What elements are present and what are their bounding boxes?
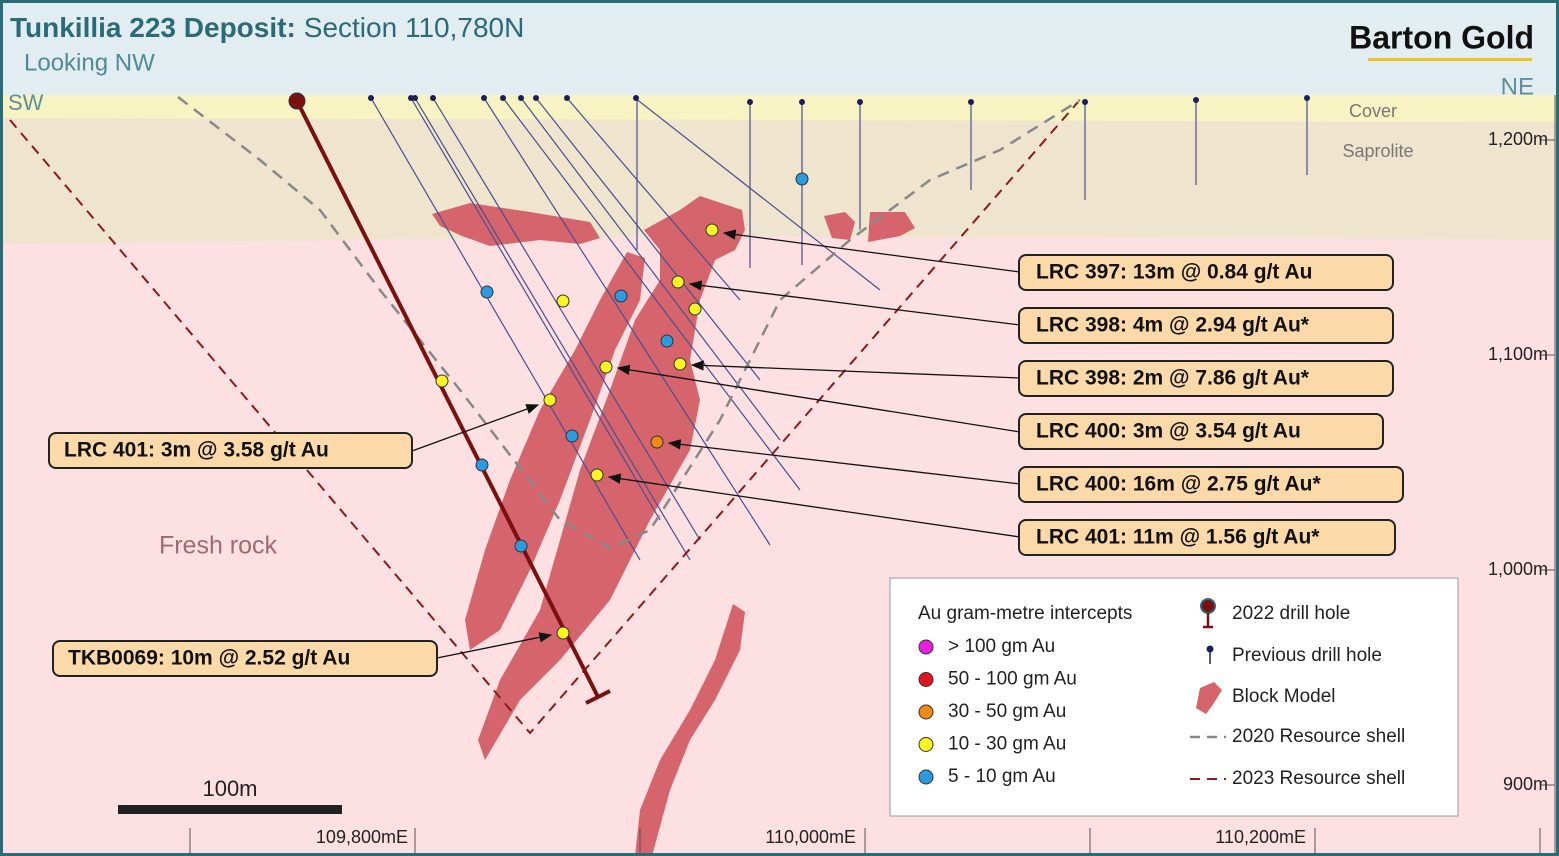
legend-label: Previous drill hole [1232, 645, 1382, 666]
legend-swatch [918, 737, 934, 752]
logo: Barton Gold [1349, 19, 1534, 55]
legend-title: Au gram-metre intercepts [918, 603, 1132, 624]
legend-swatch [918, 672, 934, 687]
elevation-label: 900m [1503, 774, 1548, 794]
legend-label: 5 - 10 gm Au [948, 766, 1056, 787]
easting-label: 110,200mE [1215, 827, 1306, 847]
callout-text: LRC 401: 11m @ 1.56 g/t Au* [1036, 526, 1320, 549]
shell-2023 [9, 101, 1079, 735]
drill-hole-2022 [288, 92, 611, 705]
legend-label: 50 - 100 gm Au [948, 669, 1077, 690]
legend-swatch [918, 704, 934, 720]
previous-drill-holes [368, 95, 1310, 561]
layer-label: Cover [1349, 101, 1397, 121]
legend-label: Block Model [1232, 686, 1336, 707]
layer-labels: Cover Saprolite Fresh rock [159, 101, 1414, 560]
scale-label: 100m [202, 776, 257, 801]
direction-left: SW [8, 90, 44, 115]
callout-text: LRC 400: 3m @ 3.54 g/t Au [1036, 420, 1301, 443]
legend-swatch [918, 639, 934, 655]
title-rest: Section 110,780N [304, 12, 525, 43]
legend-label: 30 - 50 gm Au [948, 701, 1066, 722]
elevation-label: 1,000m [1488, 559, 1548, 579]
legend-swatch [918, 769, 934, 785]
callout-text: LRC 401: 3m @ 3.58 g/t Au [64, 439, 329, 462]
easting-label: 110,000mE [765, 827, 856, 847]
callout-text: TKB0069: 10m @ 2.52 g/t Au [68, 647, 350, 670]
subtitle: Looking NW [24, 49, 155, 76]
title: Tunkillia 223 Deposit: Section 110,780N [10, 12, 524, 43]
legend-label: 2023 Resource shell [1232, 768, 1405, 789]
title-bold: Tunkillia 223 Deposit: [10, 12, 296, 43]
legend: Au gram-metre intercepts > 100 gm Au 50 -… [889, 577, 1459, 817]
intercept-dots [435, 172, 809, 640]
legend-label: 2020 Resource shell [1232, 726, 1405, 747]
legend-label: 2022 drill hole [1232, 603, 1350, 624]
easting-label: 109,800mE [316, 827, 408, 847]
direction-right: NE [1501, 73, 1534, 100]
legend-label: 10 - 30 gm Au [948, 734, 1066, 755]
callout-text: LRC 400: 16m @ 2.75 g/t Au* [1036, 473, 1321, 496]
callout-text: LRC 398: 4m @ 2.94 g/t Au* [1036, 314, 1310, 337]
callout-text: LRC 397: 13m @ 0.84 g/t Au [1036, 261, 1312, 284]
layer-label: Saprolite [1342, 141, 1413, 161]
elevation-label: 1,200m [1488, 129, 1548, 149]
callout-arrows [411, 229, 1021, 659]
axes: 1,200m 1,100m 1,000m 900m 109,800mE 110,… [118, 95, 1556, 856]
header: Tunkillia 223 Deposit: Section 110,780N L… [8, 12, 1534, 114]
callout-text: LRC 398: 2m @ 7.86 g/t Au* [1036, 367, 1310, 390]
elevation-label: 1,100m [1488, 344, 1548, 364]
callouts: LRC 397: 13m @ 0.84 g/t Au LRC 398: 4m @… [48, 254, 1404, 677]
layer-label: Fresh rock [159, 532, 278, 560]
legend-label: > 100 gm Au [948, 636, 1055, 657]
